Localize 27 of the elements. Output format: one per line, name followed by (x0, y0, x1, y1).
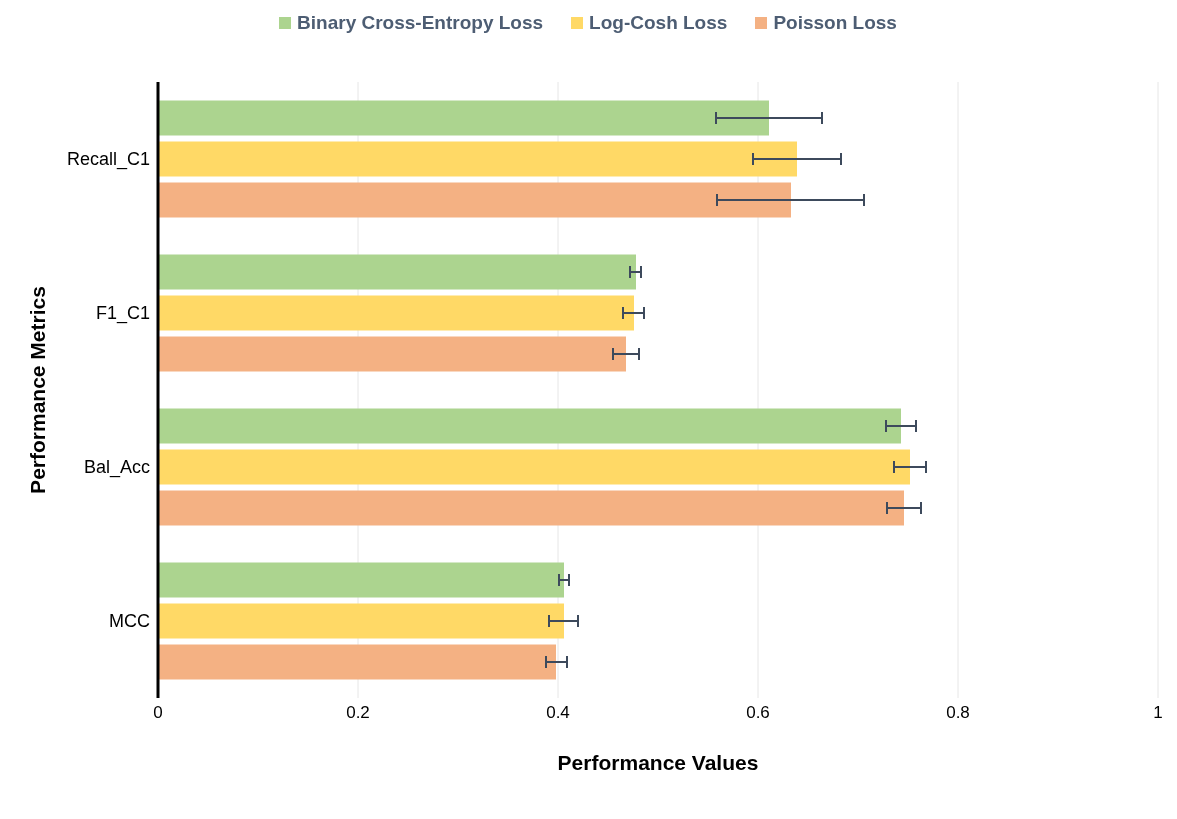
bar (158, 182, 791, 218)
bar (158, 295, 634, 331)
legend-label: Log-Cosh Loss (589, 12, 728, 34)
y-tick-label: Bal_Acc (83, 457, 150, 479)
legend-label: Poisson Loss (773, 12, 897, 34)
legend-label: Binary Cross-Entropy Loss (297, 12, 544, 34)
y-tick-label: MCC (109, 611, 150, 632)
bar (158, 408, 901, 444)
bar (158, 100, 769, 136)
x-axis-title: Performance Values (557, 751, 759, 774)
x-tick-label: 0.8 (946, 703, 970, 723)
x-tick-label: 0.2 (346, 703, 370, 723)
y-tick-label: F1_C1 (95, 303, 150, 325)
x-tick-label: 0.4 (546, 703, 570, 723)
y-axis-title: Performance Metrics (26, 286, 50, 494)
x-tick-label: 0 (153, 703, 163, 723)
bar (158, 336, 626, 372)
x-tick-label: 0.6 (746, 703, 770, 723)
bar (158, 490, 904, 526)
bar (158, 449, 910, 485)
bar (158, 141, 797, 177)
y-tick-label: Recall_C1 (66, 149, 150, 171)
bar (158, 603, 564, 639)
bar (158, 644, 556, 680)
bar (158, 254, 636, 290)
x-tick-label: 1 (1153, 703, 1163, 723)
bar (158, 562, 564, 598)
